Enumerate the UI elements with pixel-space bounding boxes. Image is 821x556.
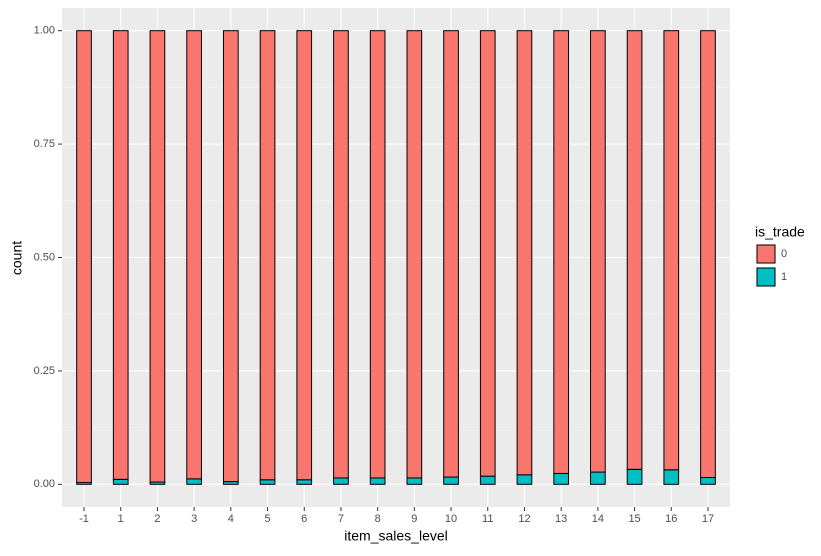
bar-segment xyxy=(76,30,92,484)
bar-segment xyxy=(369,477,386,485)
x-tick-label: 11 xyxy=(482,513,493,525)
y-tick-label: 0.25 xyxy=(34,365,55,377)
legend-swatch xyxy=(756,244,776,264)
x-tick-label: 10 xyxy=(445,513,457,525)
x-tick-label: 4 xyxy=(228,513,234,525)
legend-swatch xyxy=(756,267,776,287)
bar-segment xyxy=(222,30,239,483)
x-tick-label: 17 xyxy=(702,513,714,525)
x-tick-label: 1 xyxy=(118,513,124,525)
bar-segment xyxy=(663,30,680,471)
legend-label: 1 xyxy=(781,271,787,283)
bar-segment xyxy=(590,30,606,473)
x-tick-label: 6 xyxy=(301,513,307,525)
x-tick-label: 16 xyxy=(665,513,677,525)
x-tick-label: 14 xyxy=(592,513,604,525)
bar-segment xyxy=(443,476,459,485)
y-tick-label: 0.00 xyxy=(34,478,55,490)
bar-segment xyxy=(553,472,570,485)
x-tick-label: 2 xyxy=(154,513,160,525)
bar-segment xyxy=(333,477,349,485)
bar-segment xyxy=(516,30,533,476)
x-tick-label: 3 xyxy=(191,513,197,525)
x-tick-label: -1 xyxy=(79,513,89,525)
x-tick-label: 8 xyxy=(375,513,381,525)
bar-segment xyxy=(516,474,533,485)
legend-title: is_trade xyxy=(755,224,805,240)
bar-segment xyxy=(296,30,313,481)
x-tick-label: 5 xyxy=(264,513,270,525)
bar-segment xyxy=(479,475,496,485)
bar-segment xyxy=(186,478,202,485)
bar-segment xyxy=(663,469,680,485)
bar-segment xyxy=(186,30,202,480)
bar-segment xyxy=(259,30,276,481)
bar-segment xyxy=(626,468,643,485)
x-tick-label: 12 xyxy=(518,513,530,525)
bar-segment xyxy=(626,30,643,470)
bar-segment xyxy=(259,479,276,485)
x-tick-label: 13 xyxy=(555,513,567,525)
bar-segment xyxy=(369,30,386,479)
bar-segment xyxy=(112,478,129,485)
bar-segment xyxy=(333,30,349,479)
y-tick-label: 0.50 xyxy=(34,251,55,263)
y-tick-label: 0.75 xyxy=(34,138,55,150)
bar-segment xyxy=(406,477,423,485)
bar-segment xyxy=(149,30,166,483)
bar-segment xyxy=(112,30,129,480)
bar-segment xyxy=(443,30,459,478)
bar-segment xyxy=(700,30,716,479)
bar-segment xyxy=(700,477,716,485)
y-axis-title: count xyxy=(9,241,25,275)
bar-segment xyxy=(553,30,570,474)
bar-segment xyxy=(296,479,313,485)
x-tick-label: 9 xyxy=(411,513,417,525)
x-tick-label: 15 xyxy=(628,513,640,525)
bar-segment xyxy=(479,30,496,477)
y-tick-label: 1.00 xyxy=(34,25,55,37)
bar-segment xyxy=(590,471,606,485)
legend-label: 0 xyxy=(781,248,787,260)
x-axis-title: item_sales_level xyxy=(344,528,448,544)
bar-segment xyxy=(406,30,423,479)
x-tick-label: 7 xyxy=(338,513,344,525)
